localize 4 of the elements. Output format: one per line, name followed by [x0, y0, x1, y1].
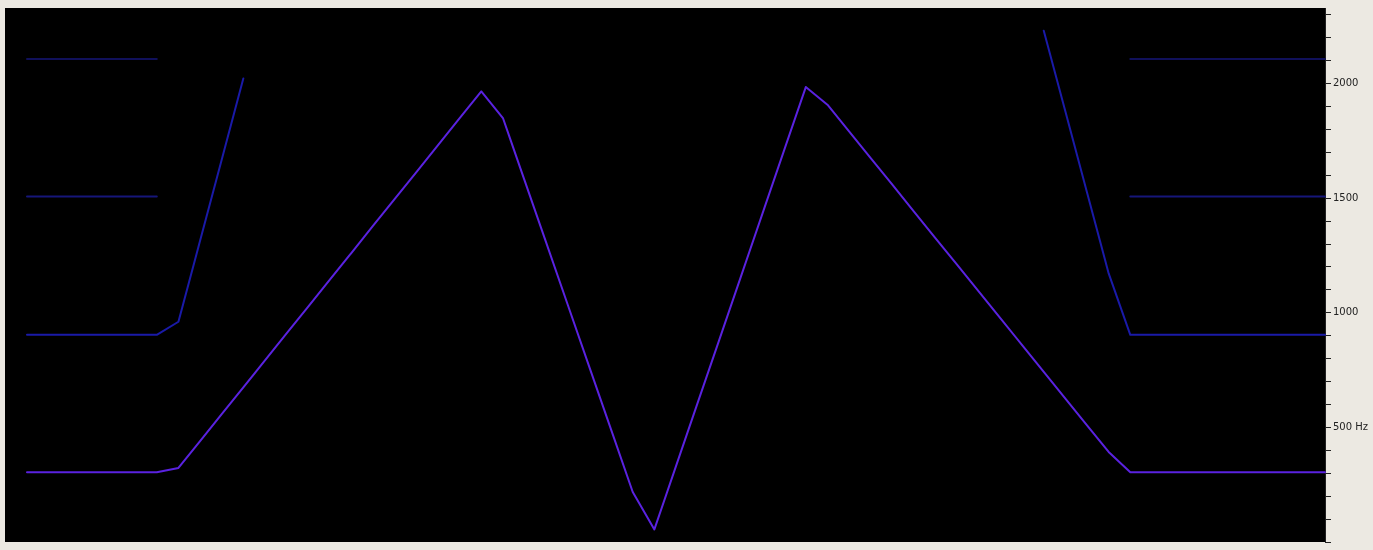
y-tick-label: 500 Hz [1333, 421, 1369, 432]
y-tick-label: 1500 [1333, 191, 1359, 203]
y-tick-label: 1000 [1333, 306, 1359, 318]
y-tick-label: 2000 [1333, 77, 1359, 89]
